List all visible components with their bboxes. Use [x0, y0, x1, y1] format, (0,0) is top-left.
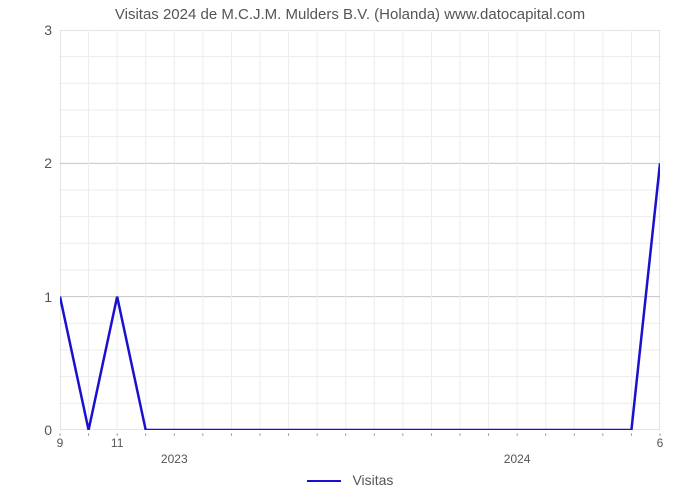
- x-minor-tick: ': [345, 432, 347, 444]
- x-tick-label: 9: [57, 436, 64, 450]
- legend-label: Visitas: [352, 472, 393, 488]
- x-minor-tick: ': [459, 432, 461, 444]
- x-minor-tick: ': [202, 432, 204, 444]
- x-minor-tick: ': [230, 432, 232, 444]
- x-tick-label: 6: [657, 436, 664, 450]
- x-minor-tick: ': [259, 432, 261, 444]
- x-minor-tick: ': [630, 432, 632, 444]
- x-minor-tick: ': [516, 432, 518, 444]
- x-minor-tick: ': [402, 432, 404, 444]
- legend: Visitas: [0, 472, 700, 488]
- x-minor-tick: ': [316, 432, 318, 444]
- y-tick-label: 2: [44, 155, 52, 171]
- x-minor-tick: ': [488, 432, 490, 444]
- visitas-line: [60, 30, 660, 430]
- x-minor-tick: ': [288, 432, 290, 444]
- x-year-label: 2024: [504, 452, 531, 466]
- y-tick-label: 0: [44, 422, 52, 438]
- x-minor-tick: ': [430, 432, 432, 444]
- x-tick-label: 11: [111, 436, 123, 450]
- x-minor-tick: ': [545, 432, 547, 444]
- y-tick-label: 1: [44, 289, 52, 305]
- x-minor-tick: ': [602, 432, 604, 444]
- plot-area: [60, 30, 660, 430]
- x-minor-tick: ': [88, 432, 90, 444]
- x-minor-tick: ': [573, 432, 575, 444]
- y-tick-label: 3: [44, 22, 52, 38]
- legend-swatch: [307, 480, 341, 482]
- x-year-label: 2023: [161, 452, 188, 466]
- x-minor-tick: ': [173, 432, 175, 444]
- x-minor-tick: ': [373, 432, 375, 444]
- x-minor-tick: ': [145, 432, 147, 444]
- chart-title: Visitas 2024 de M.C.J.M. Mulders B.V. (H…: [0, 6, 700, 23]
